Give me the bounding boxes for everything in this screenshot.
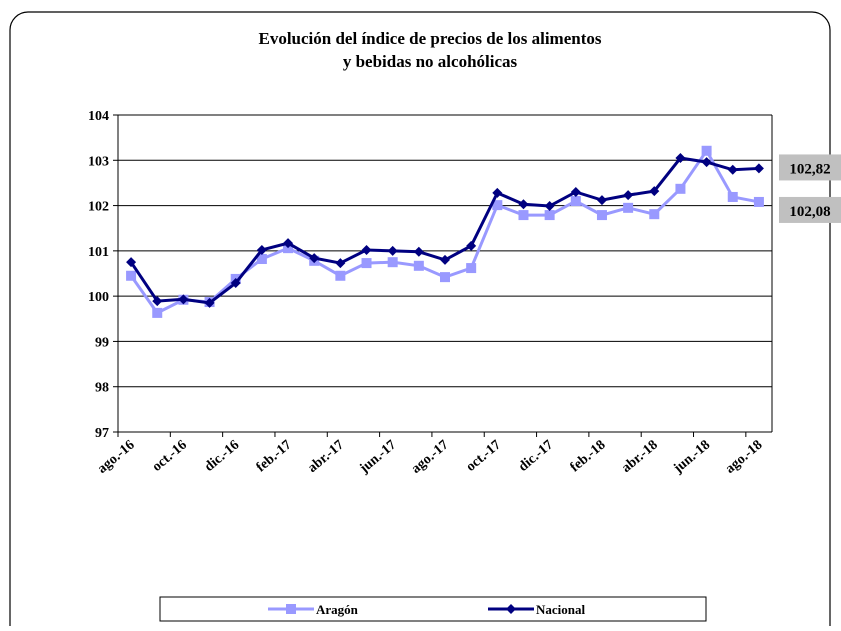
point <box>596 210 607 221</box>
point <box>309 253 320 264</box>
point <box>466 240 477 251</box>
y-tick-label: 98 <box>95 381 109 396</box>
chart-frame <box>9 11 831 631</box>
point <box>413 260 424 271</box>
point <box>152 296 163 307</box>
y-tick-label: 97 <box>95 426 109 441</box>
point <box>466 263 477 274</box>
legend-box <box>159 596 707 622</box>
y-tick-label: 100 <box>88 290 109 305</box>
point <box>387 245 398 256</box>
point <box>623 190 634 201</box>
point <box>675 153 686 164</box>
point <box>492 200 503 211</box>
legend-label: Aragón <box>316 602 359 617</box>
point <box>230 278 241 289</box>
point <box>492 187 503 198</box>
point <box>178 294 189 305</box>
point <box>518 210 529 221</box>
point <box>440 272 450 283</box>
point <box>256 254 267 265</box>
value-label-box <box>779 154 841 181</box>
point <box>570 186 581 197</box>
point <box>126 270 137 281</box>
legend-label: Nacional <box>536 602 586 617</box>
value-label: 102,08 <box>789 204 830 220</box>
y-tick-label: 101 <box>88 245 109 260</box>
point <box>413 246 424 257</box>
y-tick-label: 104 <box>88 109 109 124</box>
y-tick-label: 103 <box>88 154 109 169</box>
point <box>701 145 712 156</box>
point <box>570 196 581 207</box>
point <box>701 157 712 168</box>
point <box>387 257 398 268</box>
legend-marker <box>286 604 296 614</box>
point <box>675 183 686 194</box>
point <box>596 195 607 206</box>
point <box>361 244 372 255</box>
y-tick-label: 102 <box>88 200 109 215</box>
point <box>440 254 450 265</box>
point <box>649 209 660 220</box>
point <box>727 164 738 175</box>
chart-subtitle: y bebidas no alcohólicas <box>343 52 518 71</box>
point <box>544 201 555 212</box>
point <box>361 258 372 269</box>
point <box>518 199 529 210</box>
point <box>283 238 294 249</box>
point <box>623 202 634 213</box>
point <box>204 297 215 308</box>
point <box>335 258 346 269</box>
point <box>649 186 660 197</box>
y-tick-label: 99 <box>95 335 109 350</box>
value-label: 102,82 <box>789 161 830 177</box>
point <box>753 196 764 207</box>
point <box>256 244 267 255</box>
point <box>544 210 555 221</box>
point <box>727 191 738 202</box>
point <box>335 270 346 281</box>
point <box>152 307 163 318</box>
point <box>126 257 137 268</box>
value-label-box <box>779 196 841 223</box>
legend-marker <box>506 604 516 614</box>
chart-title: Evolución del índice de precios de los a… <box>258 29 601 48</box>
point <box>753 163 764 174</box>
